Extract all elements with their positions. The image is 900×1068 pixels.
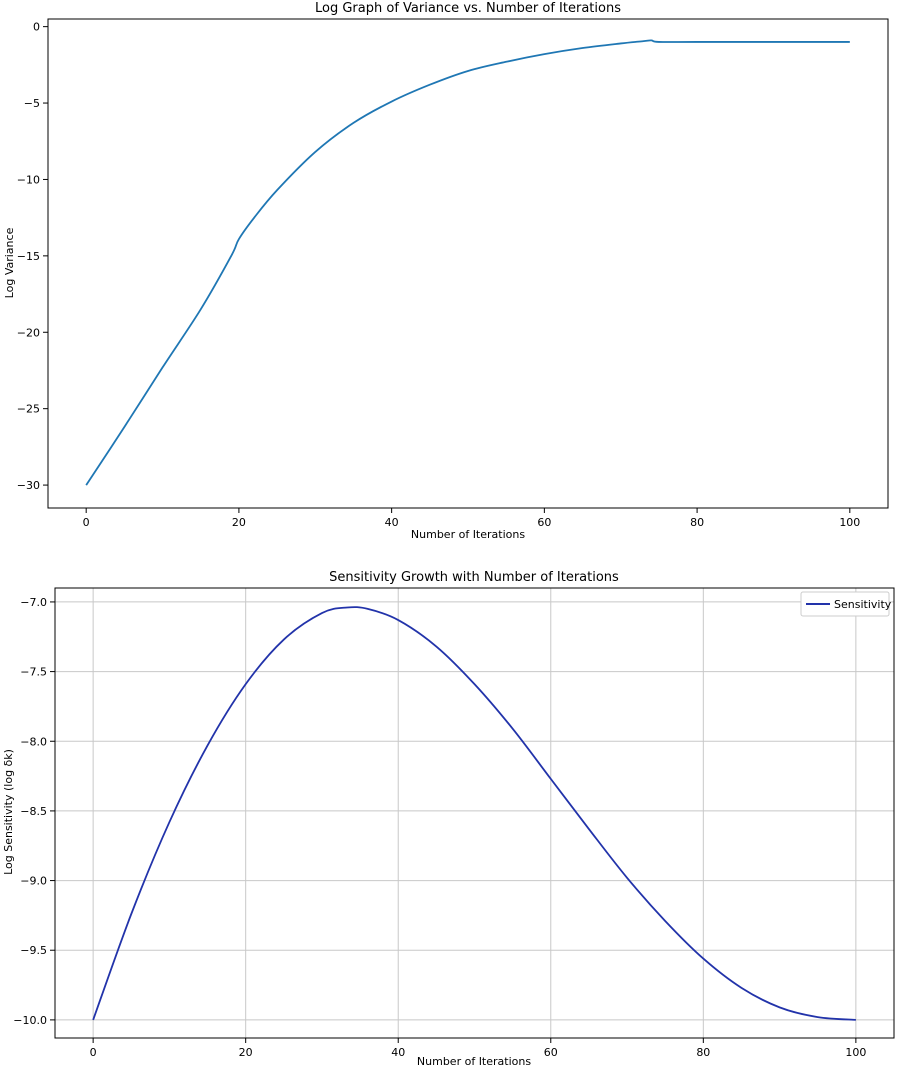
chart2-legend: Sensitivity	[800, 591, 892, 617]
y-tick-label: −5	[24, 97, 40, 110]
series-line	[92, 606, 856, 1021]
y-tick-label: −7.5	[20, 666, 47, 679]
chart2-title: Sensitivity Growth with Number of Iterat…	[329, 570, 619, 585]
chart-variance: Log Graph of Variance vs. Number of Iter…	[3, 1, 889, 541]
chart2-y-ticks: −7.0 −7.5 −8.0 −8.5 −9.0 −9.5 −10.0	[13, 596, 55, 1027]
x-tick-label: 20	[232, 516, 246, 529]
chart2-grid	[55, 588, 894, 1038]
x-tick-label: 40	[391, 1046, 405, 1059]
y-tick-label: −9.5	[20, 944, 47, 957]
y-tick-label: −10	[17, 173, 40, 186]
x-tick-label: 80	[690, 516, 704, 529]
x-tick-label: 0	[90, 1046, 97, 1059]
y-tick-label: −30	[17, 479, 40, 492]
chart1-y-label: Log Variance	[3, 227, 16, 298]
x-tick-label: 80	[696, 1046, 710, 1059]
chart1-y-ticks: 0 −5 −10 −15 −20 −25 −30	[17, 21, 48, 492]
chart2-x-label: Number of Iterations	[417, 1055, 531, 1068]
y-tick-label: 0	[33, 21, 40, 34]
x-tick-label: 100	[845, 1046, 866, 1059]
y-tick-label: −25	[17, 403, 40, 416]
x-tick-label: 60	[544, 1046, 558, 1059]
chart1-plot-frame	[47, 18, 889, 509]
x-tick-label: 100	[839, 516, 860, 529]
chart1-series	[85, 39, 850, 486]
x-tick-label: 40	[385, 516, 399, 529]
chart2-plot-frame	[54, 587, 895, 1039]
chart2-y-label: Log Sensitivity (log δk)	[2, 749, 15, 875]
chart1-x-label: Number of Iterations	[411, 528, 525, 541]
y-tick-label: −15	[17, 250, 40, 263]
series-line	[85, 39, 850, 486]
legend-label: Sensitivity	[834, 598, 892, 611]
y-tick-label: −7.0	[20, 596, 47, 609]
y-tick-label: −8.0	[20, 735, 47, 748]
y-tick-label: −9.0	[20, 875, 47, 888]
y-tick-label: −8.5	[20, 805, 47, 818]
chart2-x-ticks: 0 20 40 60 80 100	[90, 1038, 866, 1059]
legend-box	[800, 591, 890, 617]
y-tick-label: −20	[17, 326, 40, 339]
x-tick-label: 20	[239, 1046, 253, 1059]
x-tick-label: 60	[537, 516, 551, 529]
chart2-series	[92, 606, 856, 1021]
chart-sensitivity: Sensitivity Growth with Number of Iterat…	[2, 570, 895, 1068]
y-tick-label: −10.0	[13, 1014, 47, 1027]
x-tick-label: 0	[83, 516, 90, 529]
chart1-title: Log Graph of Variance vs. Number of Iter…	[315, 1, 621, 16]
chart1-x-ticks: 0 20 40 60 80 100	[83, 508, 860, 529]
